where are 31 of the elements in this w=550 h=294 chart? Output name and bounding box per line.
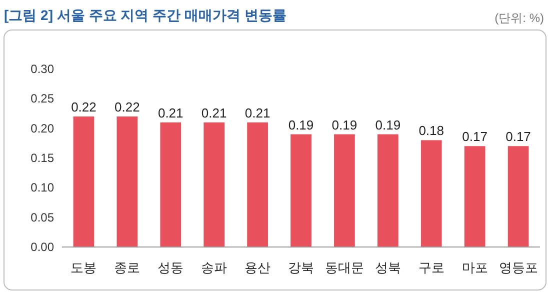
data-label: 0.22 <box>114 99 140 114</box>
x-tick-label: 도봉 <box>70 260 97 275</box>
x-tick-label: 송파 <box>201 260 228 275</box>
data-label: 0.21 <box>244 105 270 120</box>
data-label: 0.21 <box>201 105 227 120</box>
y-tick-label: 0.25 <box>30 92 54 106</box>
chart-title: [그림 2] 서울 주요 지역 주간 매매가격 변동률 <box>4 7 286 23</box>
y-tick-label: 0.05 <box>30 210 54 224</box>
data-label: 0.22 <box>71 99 96 114</box>
text: (단위: %) <box>494 11 544 25</box>
x-tick-label: 성동 <box>158 260 184 275</box>
data-label: 0.19 <box>332 117 358 132</box>
x-tick-label: 용산 <box>244 260 271 275</box>
data-label: 0.19 <box>375 117 401 132</box>
x-tick-label: 구로 <box>418 260 444 275</box>
x-tick-label: 성북 <box>374 260 401 275</box>
data-label: 0.17 <box>462 129 488 144</box>
data-label: 0.19 <box>288 117 314 132</box>
data-label: 0.18 <box>418 123 444 138</box>
y-tick-label: 0.10 <box>30 180 54 195</box>
data-label: 0.21 <box>158 105 184 120</box>
x-tick-label: 마포 <box>462 260 488 275</box>
y-tick-label: 0.00 <box>30 240 54 254</box>
x-tick-label: 강북 <box>288 260 314 275</box>
data-label: 0.17 <box>506 129 531 144</box>
x-tick-label: 영등포 <box>498 260 538 275</box>
x-tick-label: 동대문 <box>324 260 364 275</box>
y-tick-label: 0.15 <box>30 151 54 165</box>
y-tick-label: 0.20 <box>30 121 54 136</box>
y-tick-label: 0.30 <box>30 62 54 76</box>
x-tick-label: 종로 <box>114 260 140 275</box>
